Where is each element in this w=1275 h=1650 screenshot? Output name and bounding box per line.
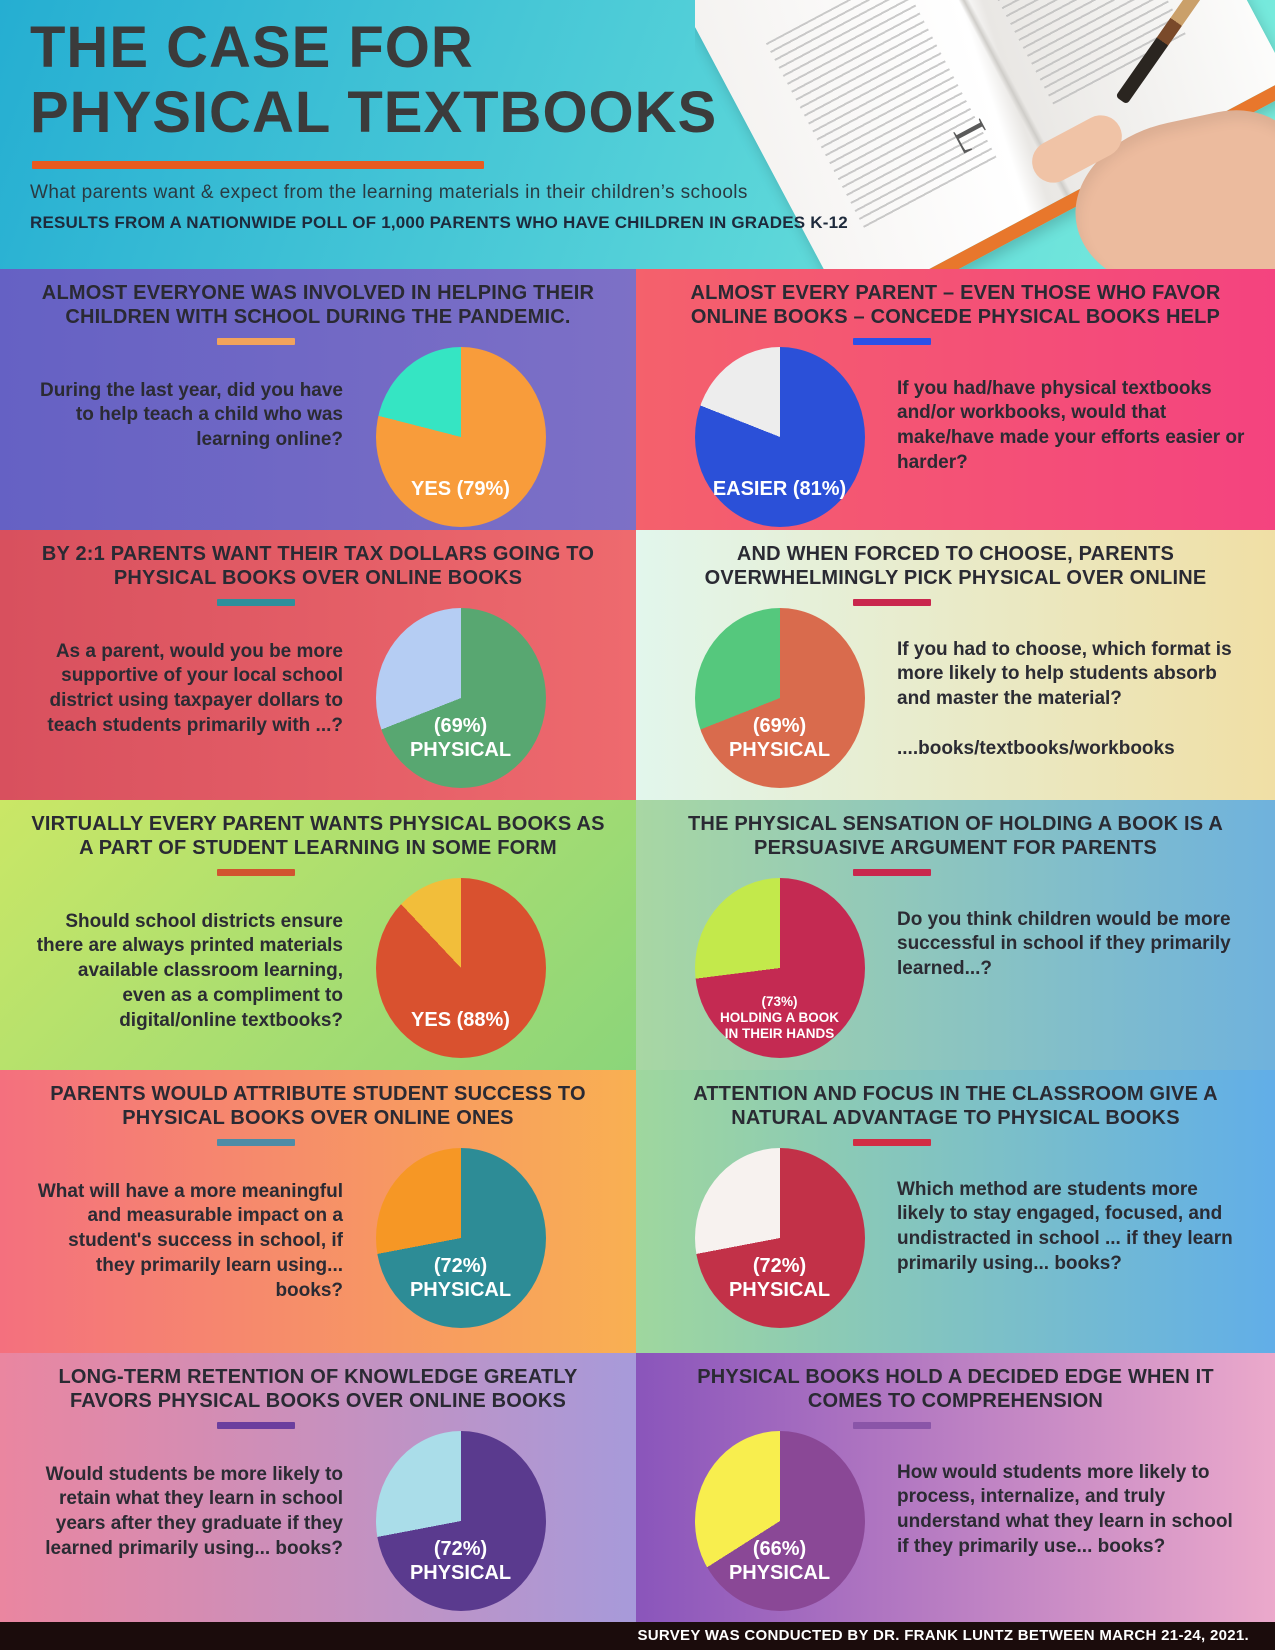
pie-label: EASIER (81%) bbox=[712, 478, 847, 500]
divider bbox=[217, 1138, 295, 1146]
question-text: Should school districts ensure there are… bbox=[36, 910, 343, 1031]
pie-label: (72%) PHYSICAL bbox=[728, 1255, 831, 1301]
title-accent-bar bbox=[32, 160, 484, 169]
divider bbox=[853, 337, 931, 345]
panel-heading: ALMOST EVERYONE WAS INVOLVED IN HELPING … bbox=[41, 282, 595, 329]
question-text: During the last year, did you have to he… bbox=[39, 379, 343, 451]
pie-label: (69%) PHYSICAL bbox=[728, 715, 831, 761]
panel-heading: THE PHYSICAL SENSATION OF HOLDING A BOOK… bbox=[688, 813, 1223, 860]
page-title-line1: THE CASE FOR bbox=[30, 15, 474, 80]
question-text: Would students be more likely to retain … bbox=[45, 1463, 343, 1559]
panel-holding-book: THE PHYSICAL SENSATION OF HOLDING A BOOK… bbox=[636, 800, 1275, 1070]
panel-heading: LONG-TERM RETENTION OF KNOWLEDGE GREATLY… bbox=[58, 1366, 578, 1413]
pie-label: (72%) PHYSICAL bbox=[409, 1538, 512, 1584]
pie-chart: (72%) PHYSICAL bbox=[375, 1430, 546, 1611]
pie-chart: (69%) PHYSICAL bbox=[375, 607, 546, 788]
panel-grid: ALMOST EVERYONE WAS INVOLVED IN HELPING … bbox=[0, 269, 1275, 1622]
panel-attention-focus: ATTENTION AND FOCUS IN THE CLASSROOM GIV… bbox=[636, 1070, 1275, 1353]
panel-retention: LONG-TERM RETENTION OF KNOWLEDGE GREATLY… bbox=[0, 1353, 636, 1622]
panel-easier-concede: ALMOST EVERY PARENT – EVEN THOSE WHO FAV… bbox=[636, 269, 1275, 530]
panel-pandemic-help: ALMOST EVERYONE WAS INVOLVED IN HELPING … bbox=[0, 269, 636, 530]
panel-heading: ALMOST EVERY PARENT – EVEN THOSE WHO FAV… bbox=[690, 282, 1221, 329]
divider bbox=[853, 598, 931, 606]
panel-printed-materials: VIRTUALLY EVERY PARENT WANTS PHYSICAL BO… bbox=[0, 800, 636, 1070]
divider bbox=[217, 337, 295, 345]
subtitle: What parents want & expect from the lear… bbox=[30, 181, 748, 203]
pie-label: YES (88%) bbox=[411, 1009, 510, 1031]
divider bbox=[853, 1421, 931, 1429]
panel-heading: PHYSICAL BOOKS HOLD A DECIDED EDGE WHEN … bbox=[697, 1366, 1214, 1413]
panel-heading: PARENTS WOULD ATTRIBUTE STUDENT SUCCESS … bbox=[50, 1083, 586, 1130]
pie-label: (66%) PHYSICAL bbox=[728, 1538, 831, 1584]
panel-student-success: PARENTS WOULD ATTRIBUTE STUDENT SUCCESS … bbox=[0, 1070, 636, 1353]
pie-chart: (72%) PHYSICAL bbox=[694, 1147, 865, 1328]
question-text: If you had to choose, which format is mo… bbox=[897, 638, 1232, 710]
pie-chart: (69%) PHYSICAL bbox=[694, 607, 865, 788]
panel-heading: ATTENTION AND FOCUS IN THE CLASSROOM GIV… bbox=[693, 1083, 1218, 1130]
question-text: How would students more likely to proces… bbox=[897, 1461, 1233, 1557]
pie-label: YES (79%) bbox=[411, 478, 510, 500]
pie-label: (72%) PHYSICAL bbox=[409, 1255, 512, 1301]
panel-heading: VIRTUALLY EVERY PARENT WANTS PHYSICAL BO… bbox=[31, 813, 605, 860]
pie-label: (73%) HOLDING A BOOK IN THEIR HANDS bbox=[720, 993, 839, 1041]
panel-heading: BY 2:1 PARENTS WANT THEIR TAX DOLLARS GO… bbox=[41, 543, 595, 590]
question-text: If you had/have physical textbooks and/o… bbox=[897, 377, 1245, 473]
answer-note: ....books/textbooks/workbooks bbox=[897, 737, 1175, 759]
divider bbox=[217, 868, 295, 876]
divider bbox=[853, 868, 931, 876]
panel-forced-choice: AND WHEN FORCED TO CHOOSE, PARENTS OVERW… bbox=[636, 530, 1275, 800]
question-text: Which method are students more likely to… bbox=[897, 1178, 1233, 1274]
panel-comprehension: PHYSICAL BOOKS HOLD A DECIDED EDGE WHEN … bbox=[636, 1353, 1275, 1622]
pie-chart: YES (79%) bbox=[375, 346, 546, 527]
question-text: As a parent, would you be more supportiv… bbox=[47, 640, 343, 736]
panel-heading: AND WHEN FORCED TO CHOOSE, PARENTS OVERW… bbox=[704, 543, 1207, 590]
question-text: Do you think children would be more succ… bbox=[897, 908, 1231, 980]
pie-chart: (73%) HOLDING A BOOK IN THEIR HANDS bbox=[694, 877, 865, 1058]
divider bbox=[217, 1421, 295, 1429]
divider bbox=[853, 1138, 931, 1146]
survey-credit: SURVEY WAS CONDUCTED BY DR. FRANK LUNTZ … bbox=[0, 1622, 1275, 1650]
pie-chart: (72%) PHYSICAL bbox=[375, 1147, 546, 1328]
poll-results-line: RESULTS FROM A NATIONWIDE POLL OF 1,000 … bbox=[30, 212, 848, 232]
header: L THE CASE FOR PHYSICAL TEXTBOOKS What p… bbox=[0, 0, 1275, 269]
pie-chart: YES (88%) bbox=[375, 877, 546, 1058]
pie-chart: EASIER (81%) bbox=[694, 346, 865, 527]
pie-label: (69%) PHYSICAL bbox=[409, 715, 512, 761]
question-text: What will have a more meaningful and mea… bbox=[37, 1180, 343, 1301]
divider bbox=[217, 598, 295, 606]
page-title-line2: PHYSICAL TEXTBOOKS bbox=[30, 79, 718, 145]
pie-chart: (66%) PHYSICAL bbox=[694, 1430, 865, 1611]
panel-tax-dollars: BY 2:1 PARENTS WANT THEIR TAX DOLLARS GO… bbox=[0, 530, 636, 800]
